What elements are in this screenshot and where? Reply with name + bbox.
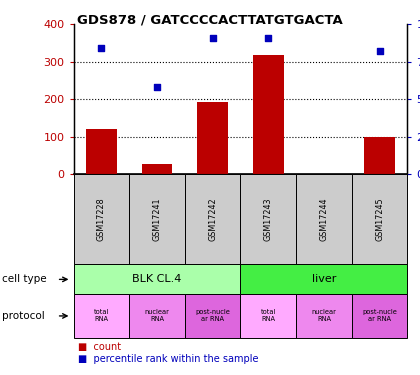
- Point: [265, 35, 272, 41]
- Bar: [253, 55, 284, 174]
- Text: total
RNA: total RNA: [94, 309, 109, 322]
- Text: nuclear
RNA: nuclear RNA: [312, 309, 336, 322]
- Bar: [142, 164, 172, 174]
- Text: total
RNA: total RNA: [260, 309, 276, 322]
- Text: GSM17245: GSM17245: [375, 198, 384, 241]
- Text: GSM17244: GSM17244: [320, 198, 328, 241]
- Point: [98, 45, 105, 51]
- Text: ■  count: ■ count: [78, 342, 121, 352]
- Point: [209, 35, 216, 41]
- Text: liver: liver: [312, 274, 336, 284]
- Text: post-nucle
ar RNA: post-nucle ar RNA: [195, 309, 230, 322]
- Bar: [86, 129, 117, 174]
- Point: [376, 48, 383, 54]
- Text: GSM17242: GSM17242: [208, 198, 217, 241]
- Text: nuclear
RNA: nuclear RNA: [144, 309, 169, 322]
- Bar: [364, 136, 395, 174]
- Bar: [197, 102, 228, 174]
- Text: cell type: cell type: [2, 274, 47, 284]
- Text: GSM17243: GSM17243: [264, 198, 273, 241]
- Text: GSM17228: GSM17228: [97, 198, 106, 241]
- Text: post-nucle
ar RNA: post-nucle ar RNA: [362, 309, 397, 322]
- Text: GDS878 / GATCCCCACTTATGTGACTA: GDS878 / GATCCCCACTTATGTGACTA: [77, 13, 343, 26]
- Text: BLK CL.4: BLK CL.4: [132, 274, 182, 284]
- Text: protocol: protocol: [2, 311, 45, 321]
- Point: [154, 84, 160, 90]
- Text: ■  percentile rank within the sample: ■ percentile rank within the sample: [78, 354, 258, 364]
- Text: GSM17241: GSM17241: [152, 198, 161, 241]
